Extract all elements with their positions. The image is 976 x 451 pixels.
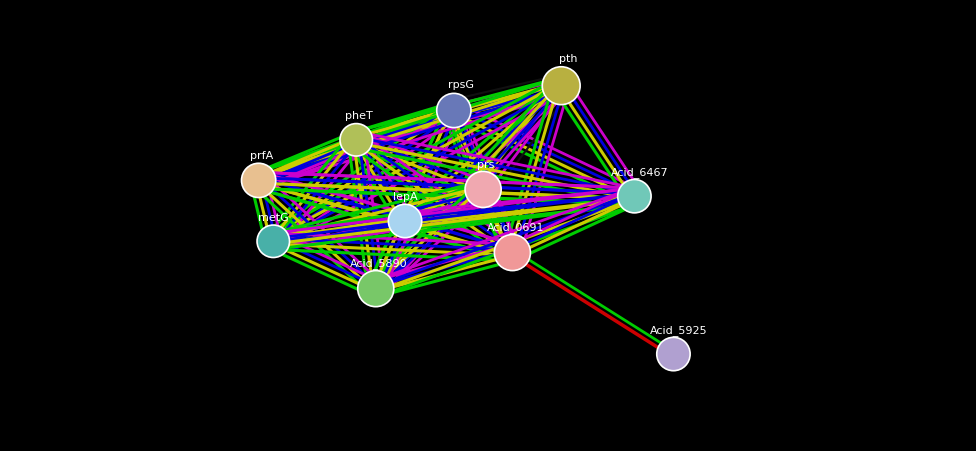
Text: prfA: prfA [250,151,273,161]
Circle shape [241,163,276,198]
Circle shape [358,271,393,307]
Text: metG: metG [258,213,289,223]
Text: Acid_0691: Acid_0691 [487,222,544,233]
Text: pheT: pheT [346,111,373,121]
Circle shape [466,171,501,207]
Circle shape [340,124,373,156]
Circle shape [388,204,422,238]
Text: rpsG: rpsG [448,80,473,90]
Circle shape [618,179,651,213]
Circle shape [257,225,290,258]
Text: prs: prs [477,160,495,170]
Text: Acid_5890: Acid_5890 [349,258,408,269]
Circle shape [495,235,530,271]
Text: Acid_5925: Acid_5925 [649,325,708,336]
Text: pth: pth [559,54,577,64]
Circle shape [436,93,471,128]
Text: lepA: lepA [392,193,418,202]
Circle shape [657,337,690,371]
Circle shape [543,67,580,105]
Text: Acid_6467: Acid_6467 [610,167,669,178]
